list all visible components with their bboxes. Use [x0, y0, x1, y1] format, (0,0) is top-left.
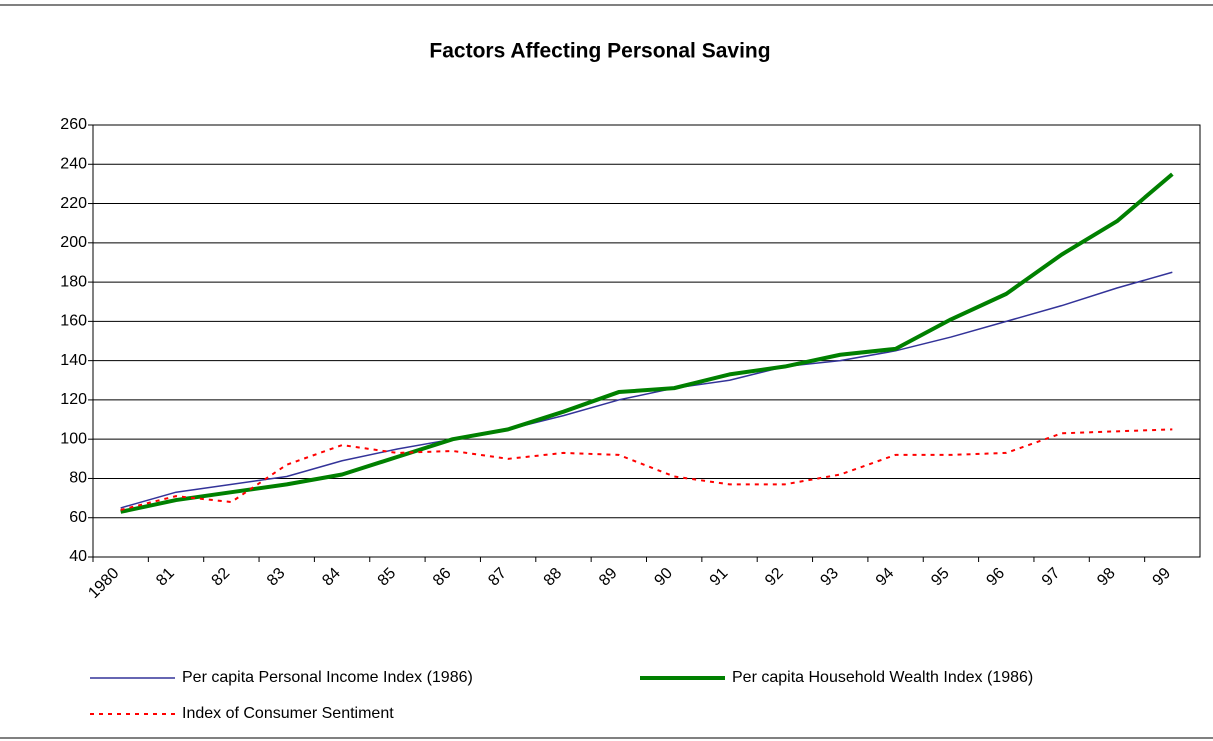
- x-tick-label: 99: [1150, 565, 1175, 590]
- x-tick-label: 89: [596, 565, 621, 590]
- x-tick-label: 98: [1094, 565, 1119, 590]
- x-tick-label: 97: [1039, 565, 1064, 590]
- legend-label: Index of Consumer Sentiment: [182, 705, 394, 722]
- x-tick-label: 91: [707, 565, 732, 590]
- series-line: [120, 271, 1173, 509]
- x-tick-label: 94: [873, 565, 898, 590]
- x-tick-label: 90: [651, 565, 676, 590]
- x-tick-label: 81: [153, 565, 178, 590]
- x-tick-label: 87: [485, 565, 510, 590]
- y-tick-label: 120: [60, 391, 87, 408]
- y-tick-label: 40: [69, 548, 87, 565]
- series-line: [120, 172, 1174, 514]
- x-tick-label: 93: [817, 565, 842, 590]
- x-tick-label: 85: [375, 565, 400, 590]
- legend-label: Per capita Personal Income Index (1986): [182, 669, 473, 686]
- y-tick-label: 140: [60, 352, 87, 369]
- x-tick-label: 95: [928, 565, 953, 590]
- y-tick-label: 260: [60, 116, 87, 133]
- y-tick-label: 100: [60, 430, 87, 447]
- y-tick-label: 60: [69, 509, 87, 526]
- x-tick-label: 84: [319, 565, 344, 590]
- y-tick-label: 160: [60, 313, 87, 330]
- legend-label: Per capita Household Wealth Index (1986): [732, 669, 1033, 686]
- y-tick-label: 240: [60, 155, 87, 172]
- series-line: [120, 428, 1173, 511]
- x-tick-label: 1980: [85, 565, 122, 602]
- x-tick-label: 83: [264, 565, 289, 590]
- x-tick-label: 86: [430, 565, 455, 590]
- y-tick-label: 200: [60, 234, 87, 251]
- x-tick-label: 92: [762, 565, 787, 590]
- x-tick-label: 88: [541, 565, 566, 590]
- y-tick-label: 80: [69, 470, 87, 487]
- x-tick-label: 96: [983, 565, 1008, 590]
- y-tick-label: 220: [60, 195, 87, 212]
- x-tick-label: 82: [209, 565, 234, 590]
- y-tick-label: 180: [60, 273, 87, 290]
- chart-title: Factors Affecting Personal Saving: [429, 40, 770, 63]
- plot-frame: [92, 124, 1201, 558]
